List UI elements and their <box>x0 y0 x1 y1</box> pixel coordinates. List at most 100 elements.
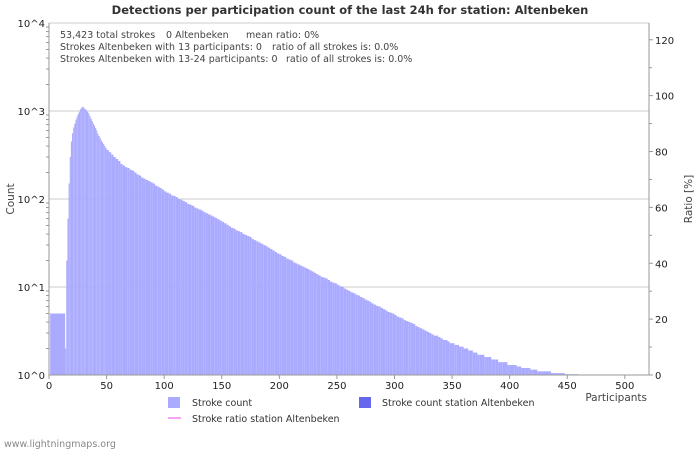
bar <box>442 339 446 375</box>
bar <box>502 362 506 375</box>
bar <box>103 144 105 375</box>
y-tick-label: 10^1 <box>18 283 45 294</box>
bar <box>454 344 457 375</box>
bar <box>371 303 374 375</box>
y-tick-label: 10^2 <box>18 195 45 206</box>
bar <box>89 115 91 375</box>
bar <box>100 140 102 375</box>
bar <box>159 188 162 375</box>
bar <box>97 133 99 375</box>
bar <box>90 118 92 375</box>
info-line-13-24-participants: Strokes Altenbeken with 13-24 participan… <box>60 54 278 65</box>
bar <box>336 284 340 375</box>
legend: Stroke count Stroke count station Altenb… <box>168 397 534 425</box>
bar <box>129 169 132 375</box>
bar <box>456 344 459 375</box>
x-tick-label: 400 <box>500 381 519 392</box>
bar <box>475 352 478 375</box>
bar <box>440 338 443 375</box>
bar <box>258 242 261 375</box>
bar <box>410 322 413 375</box>
bar <box>408 322 411 375</box>
bar <box>72 133 74 375</box>
bar <box>98 135 100 375</box>
bar <box>203 212 206 375</box>
bar <box>154 185 158 375</box>
bar <box>417 327 420 375</box>
bar <box>263 245 266 375</box>
bar <box>68 183 70 375</box>
bar <box>412 323 416 375</box>
bar <box>355 294 358 375</box>
y-axis-label: Count <box>5 183 17 214</box>
bar <box>290 260 294 375</box>
bar <box>145 179 149 375</box>
bar <box>523 368 526 375</box>
bar <box>104 146 106 375</box>
x-tick-label: 50 <box>100 381 113 392</box>
y2-tick-label: 20 <box>655 315 668 326</box>
bar <box>316 274 319 375</box>
bar <box>212 216 215 375</box>
bar <box>472 352 476 375</box>
bar <box>357 295 360 375</box>
bar <box>277 253 280 375</box>
x-tick-label: 100 <box>155 381 174 392</box>
bar <box>194 207 197 375</box>
bar <box>91 120 93 375</box>
bar <box>500 362 503 375</box>
bar <box>256 241 259 375</box>
info-station-strokes: 0 Altenbeken <box>166 30 229 41</box>
x-tick-label: 300 <box>385 381 404 392</box>
bar <box>327 280 330 375</box>
bar <box>325 278 328 375</box>
bar <box>387 311 390 375</box>
legend-label-station-count: Stroke count station Altenbeken <box>382 398 534 409</box>
bar <box>343 288 347 375</box>
bar <box>134 172 137 375</box>
bar <box>369 301 372 375</box>
bar <box>84 109 86 375</box>
bar <box>67 218 69 375</box>
bar <box>300 265 303 375</box>
x-tick-labels: 0 50 100 150 200 250 300 350 400 450 500 <box>46 375 634 392</box>
y2-tick-label: 0 <box>655 371 661 382</box>
bar <box>247 235 250 375</box>
bar <box>260 243 264 375</box>
bar <box>251 239 254 375</box>
bar <box>161 189 165 375</box>
x-tick-label: 450 <box>558 381 577 392</box>
bar <box>463 348 466 375</box>
bar <box>382 309 386 375</box>
bar <box>69 157 71 375</box>
bar <box>350 292 354 375</box>
bar <box>96 130 98 375</box>
bar <box>318 275 321 375</box>
y-tick-label: 10^4 <box>18 19 45 30</box>
x-tick-label: 150 <box>212 381 231 392</box>
bar <box>219 220 222 375</box>
bar <box>92 123 94 375</box>
info-total-strokes: 53,423 total strokes <box>60 30 155 41</box>
bar <box>341 287 344 375</box>
bar <box>81 107 83 375</box>
bar <box>221 221 225 375</box>
bar <box>253 240 257 375</box>
legend-swatch-stroke-count <box>168 397 180 408</box>
bar <box>551 373 556 375</box>
y2-tick-label: 40 <box>655 259 668 270</box>
bar <box>205 213 208 375</box>
bar <box>470 350 473 375</box>
bar <box>73 127 75 375</box>
y2-tick-label: 80 <box>655 148 668 159</box>
bar <box>230 227 234 375</box>
bar <box>267 247 271 375</box>
bar <box>392 313 395 375</box>
info-mean-ratio: mean ratio: 0% <box>246 30 319 41</box>
bar <box>528 368 531 375</box>
bar <box>339 286 342 375</box>
bar <box>306 269 310 375</box>
bar <box>530 369 533 375</box>
bar <box>541 371 547 375</box>
bar <box>82 106 84 375</box>
